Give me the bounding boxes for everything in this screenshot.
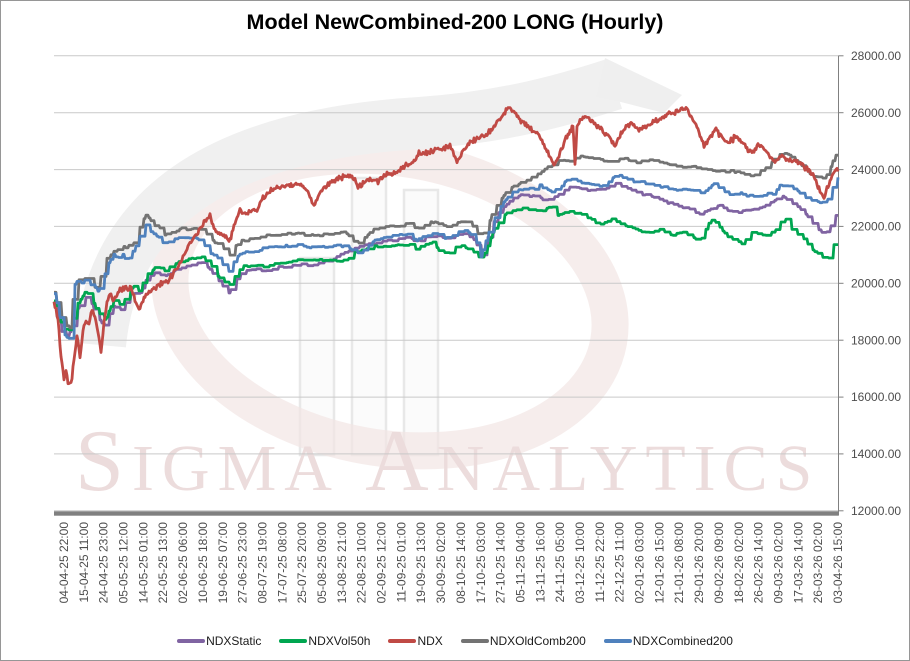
svg-text:05-05-25 12:00: 05-05-25 12:00 bbox=[117, 522, 131, 604]
svg-text:12-01-26 15:00: 12-01-26 15:00 bbox=[652, 522, 666, 604]
svg-text:15-04-25 11:00: 15-04-25 11:00 bbox=[77, 522, 91, 603]
svg-text:16000.00: 16000.00 bbox=[851, 390, 901, 404]
svg-text:02-06-25 06:00: 02-06-25 06:00 bbox=[176, 522, 190, 604]
svg-text:24-11-25 05:00: 24-11-25 05:00 bbox=[553, 522, 567, 603]
svg-text:17-07-25 08:00: 17-07-25 08:00 bbox=[275, 522, 289, 604]
svg-text:22000.00: 22000.00 bbox=[851, 220, 901, 234]
svg-text:03-04-26 15:00: 03-04-26 15:00 bbox=[831, 522, 845, 604]
svg-text:13-11-25 16:00: 13-11-25 16:00 bbox=[533, 522, 547, 603]
svg-text:04-04-25 22:00: 04-04-25 22:00 bbox=[57, 522, 71, 604]
svg-text:03-12-25 10:00: 03-12-25 10:00 bbox=[573, 522, 587, 604]
svg-text:02-09-25 12:00: 02-09-25 12:00 bbox=[375, 522, 389, 604]
svg-text:08-10-25 14:00: 08-10-25 14:00 bbox=[454, 522, 468, 604]
svg-text:24-04-25 23:00: 24-04-25 23:00 bbox=[97, 522, 111, 604]
svg-text:10-06-25 18:00: 10-06-25 18:00 bbox=[196, 522, 210, 604]
svg-text:02-01-26 03:00: 02-01-26 03:00 bbox=[633, 522, 647, 604]
svg-text:27-10-25 14:00: 27-10-25 14:00 bbox=[494, 522, 508, 604]
svg-text:22-12-25 11:00: 22-12-25 11:00 bbox=[613, 522, 627, 603]
svg-text:26-02-26 14:00: 26-02-26 14:00 bbox=[752, 522, 766, 604]
svg-text:20000.00: 20000.00 bbox=[851, 277, 901, 291]
svg-text:28000.00: 28000.00 bbox=[851, 49, 901, 63]
svg-text:30-09-25 02:00: 30-09-25 02:00 bbox=[434, 522, 448, 604]
svg-text:25-07-25 20:00: 25-07-25 20:00 bbox=[295, 522, 309, 604]
svg-text:26000.00: 26000.00 bbox=[851, 106, 901, 120]
svg-text:08-07-25 19:00: 08-07-25 19:00 bbox=[256, 522, 270, 604]
svg-text:18000.00: 18000.00 bbox=[851, 333, 901, 347]
svg-text:21-01-26 08:00: 21-01-26 08:00 bbox=[672, 522, 686, 604]
svg-text:11-12-25 22:00: 11-12-25 22:00 bbox=[593, 522, 607, 603]
svg-text:19-09-25 13:00: 19-09-25 13:00 bbox=[414, 522, 428, 604]
svg-text:09-02-26 09:00: 09-02-26 09:00 bbox=[712, 522, 726, 604]
svg-text:14000.00: 14000.00 bbox=[851, 447, 901, 461]
svg-text:13-08-25 21:00: 13-08-25 21:00 bbox=[335, 522, 349, 604]
svg-text:27-06-25 23:00: 27-06-25 23:00 bbox=[236, 522, 250, 604]
svg-text:26-03-26 02:00: 26-03-26 02:00 bbox=[811, 522, 825, 604]
svg-text:SIGMA ANALYTICS: SIGMA ANALYTICS bbox=[75, 413, 820, 510]
svg-text:19-06-25 07:00: 19-06-25 07:00 bbox=[216, 522, 230, 604]
svg-text:09-03-26 02:00: 09-03-26 02:00 bbox=[772, 522, 786, 604]
svg-text:24000.00: 24000.00 bbox=[851, 163, 901, 177]
svg-text:12000.00: 12000.00 bbox=[851, 504, 901, 518]
svg-text:14-05-25 01:00: 14-05-25 01:00 bbox=[136, 522, 150, 604]
svg-text:22-05-25 13:00: 22-05-25 13:00 bbox=[156, 522, 170, 604]
svg-text:05-11-25 04:00: 05-11-25 04:00 bbox=[514, 522, 528, 603]
svg-text:17-03-26 14:00: 17-03-26 14:00 bbox=[791, 522, 805, 604]
svg-text:17-10-25 03:00: 17-10-25 03:00 bbox=[474, 522, 488, 604]
svg-text:22-08-25 10:00: 22-08-25 10:00 bbox=[355, 522, 369, 604]
svg-text:18-02-26 02:00: 18-02-26 02:00 bbox=[732, 522, 746, 604]
svg-text:11-09-25 01:00: 11-09-25 01:00 bbox=[394, 522, 408, 603]
svg-text:05-08-25 09:00: 05-08-25 09:00 bbox=[315, 522, 329, 604]
svg-text:29-01-26 20:00: 29-01-26 20:00 bbox=[692, 522, 706, 604]
